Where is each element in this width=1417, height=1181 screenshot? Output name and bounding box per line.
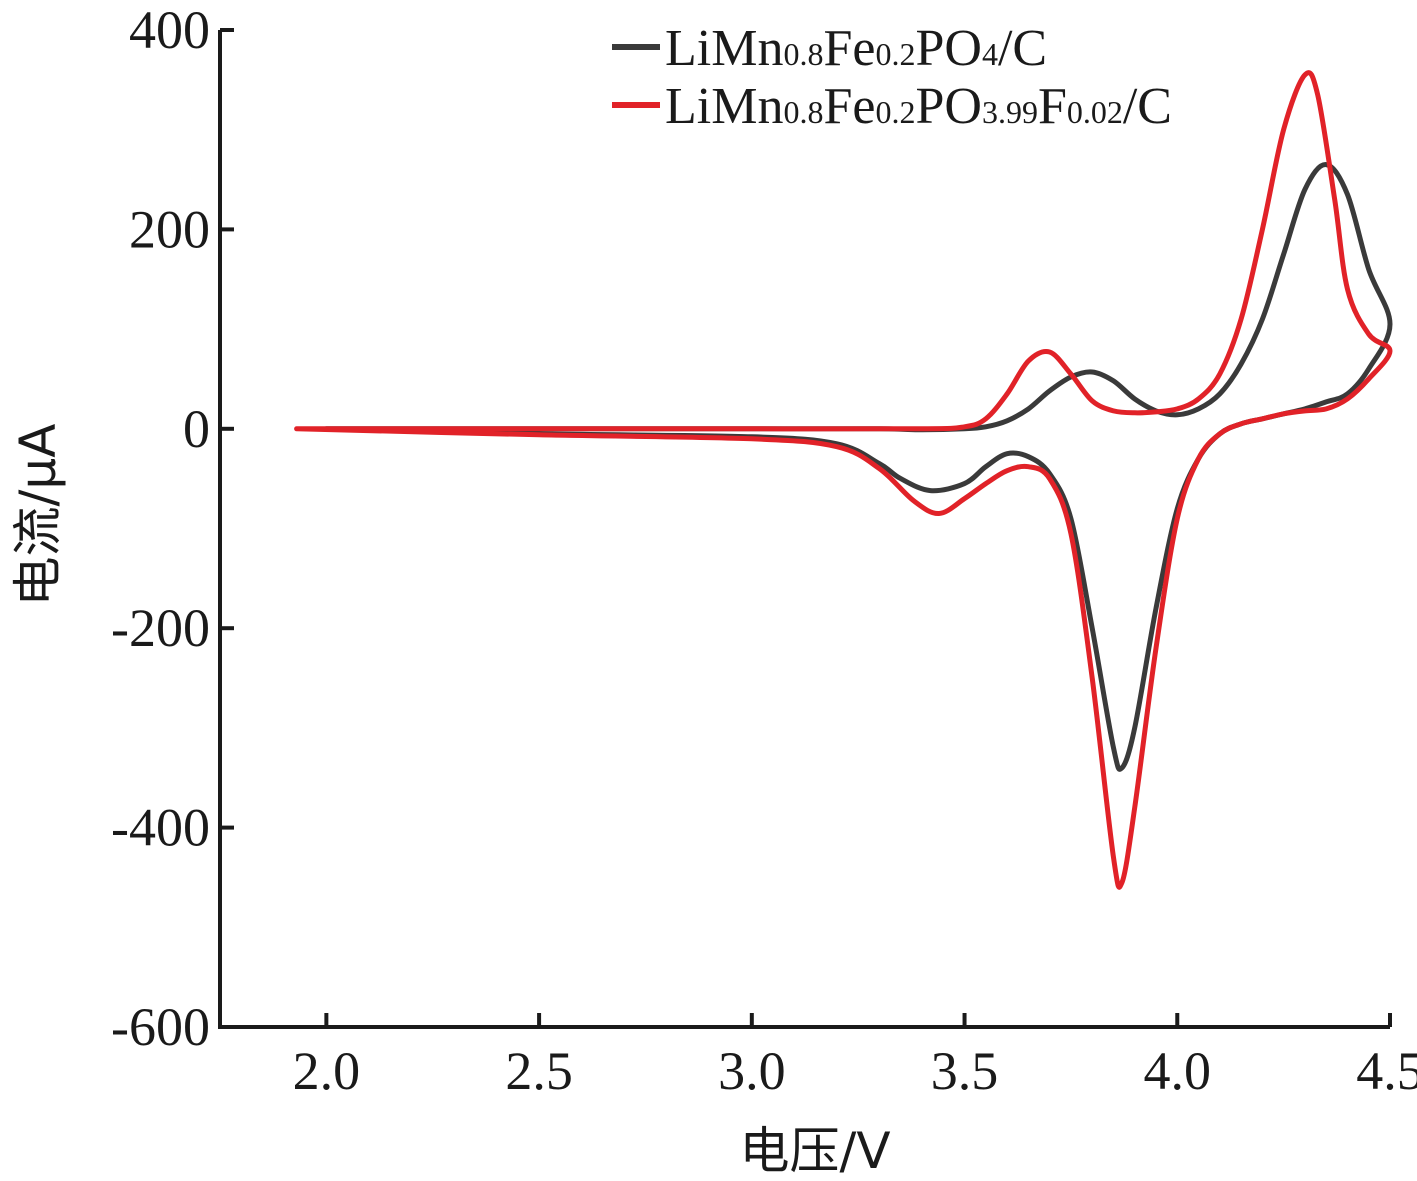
y-tick-label: -400: [111, 798, 210, 858]
x-tick-label: 2.0: [293, 1041, 361, 1101]
series-lines: [294, 70, 1393, 890]
x-tick-label: 2.5: [505, 1041, 573, 1101]
series-line-2: [294, 70, 1393, 890]
legend-label-1: LiMn0.8Fe0.2PO4/C: [665, 20, 1047, 77]
y-tick-label: 400: [129, 0, 210, 60]
x-tick-label: 3.0: [718, 1041, 786, 1101]
y-axis-title: 电流/μA: [9, 424, 67, 607]
axes: [218, 30, 1390, 1029]
ticks: 2.0 2.5 3.0 3.5 4.0 4.5 400 200 0 -200 -400 -600: [111, 0, 1417, 1101]
x-tick-label: 4.0: [1144, 1041, 1212, 1101]
y-tick-label: -600: [111, 997, 210, 1057]
y-tick-label: 200: [129, 199, 210, 259]
x-tick-label: 3.5: [931, 1041, 999, 1101]
x-tick-label: 4.5: [1356, 1041, 1417, 1101]
series-line-1: [323, 162, 1393, 772]
legend: LiMn0.8Fe0.2PO4/CLiMn0.8Fe0.2PO3.99F0.02…: [612, 20, 1172, 135]
y-tick-label: -200: [111, 598, 210, 658]
x-axis-title: 电压/V: [739, 1122, 890, 1180]
y-tick-label: 0: [183, 399, 210, 459]
legend-label-2: LiMn0.8Fe0.2PO3.99F0.02/C: [665, 78, 1172, 135]
